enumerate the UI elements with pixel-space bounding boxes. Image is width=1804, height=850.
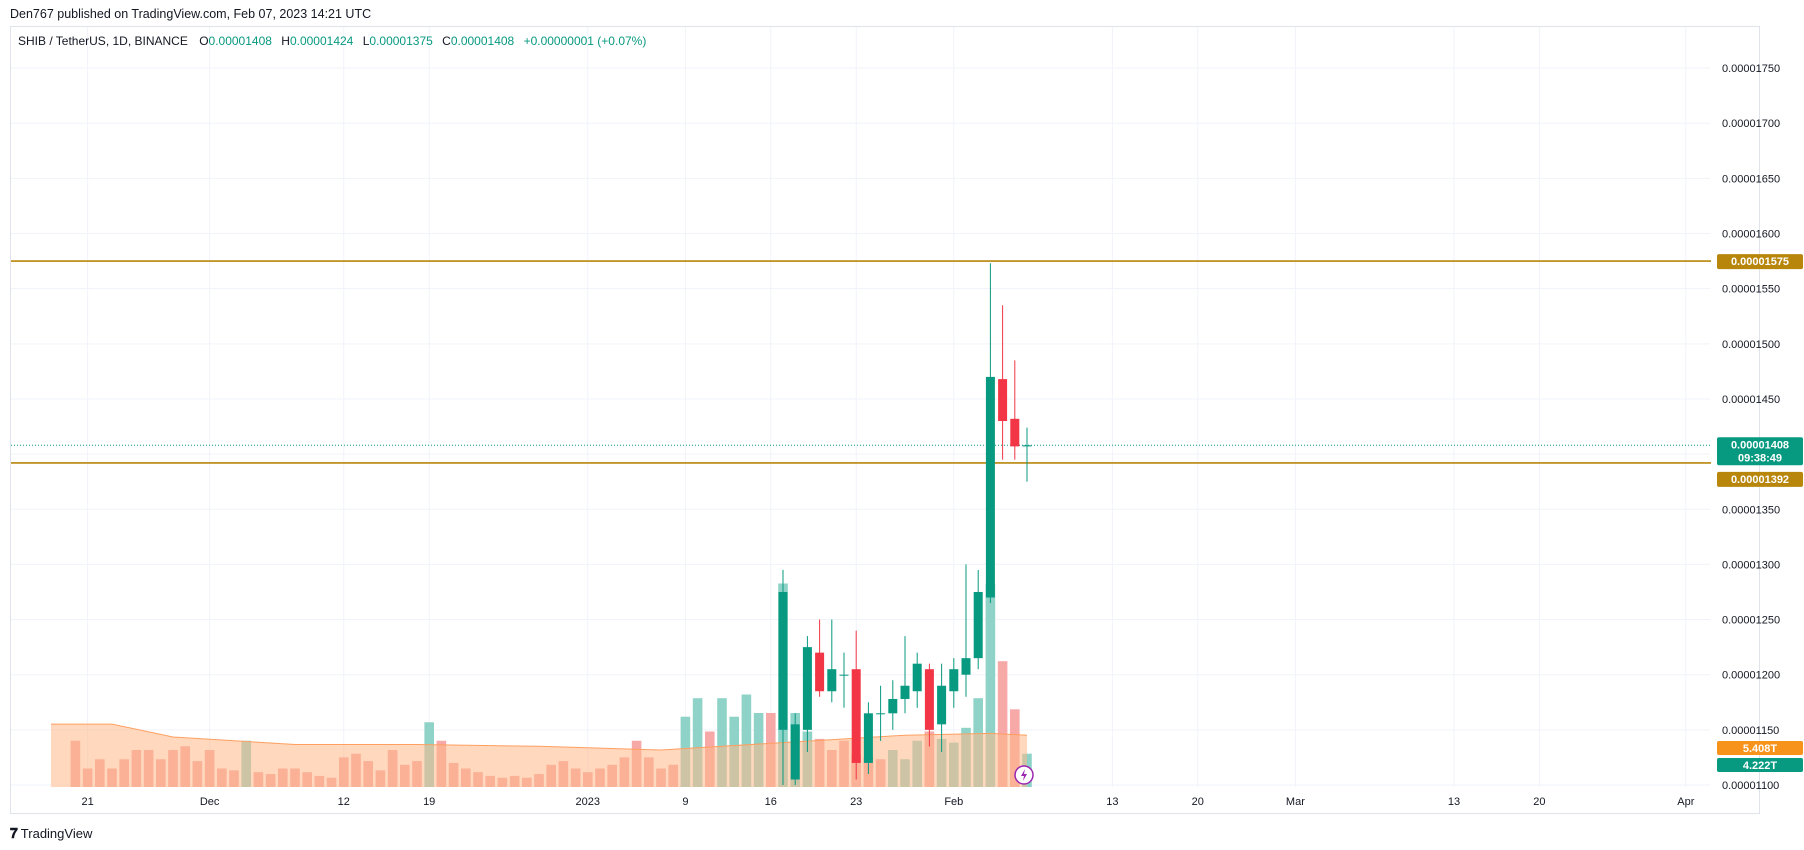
y-tick-label: 0.00001350 — [1722, 504, 1780, 516]
volume-bar — [997, 661, 1008, 787]
candle-body[interactable] — [876, 713, 886, 715]
y-tick-label: 0.00001450 — [1722, 394, 1780, 406]
candle-body[interactable] — [924, 669, 934, 730]
x-tick-label: 20 — [1533, 796, 1545, 808]
last-price-badge[interactable] — [1717, 437, 1803, 466]
publish-info: Den767 published on TradingView.com, Feb… — [10, 7, 372, 21]
y-tick-label: 0.00001100 — [1722, 780, 1779, 792]
tradingview-brand: TradingView — [20, 826, 93, 841]
candle-body[interactable] — [778, 591, 788, 730]
chart-frame[interactable] — [10, 26, 1760, 814]
candle-body[interactable] — [827, 669, 837, 692]
x-tick-label: Apr — [1677, 796, 1694, 808]
candle-body[interactable] — [985, 376, 995, 598]
x-tick-label: Feb — [944, 796, 963, 808]
candle-body[interactable] — [998, 379, 1008, 422]
x-tick-label: 20 — [1192, 796, 1204, 808]
close-value: 0.00001408 — [450, 34, 515, 48]
open-label: O — [199, 34, 209, 48]
high-label: H — [281, 34, 290, 48]
candle-body[interactable] — [1022, 445, 1032, 447]
open-value: 0.00001408 — [208, 34, 272, 48]
candle-body[interactable] — [888, 698, 898, 714]
candle-body[interactable] — [839, 674, 849, 676]
volume-bar — [985, 583, 996, 787]
candle-body[interactable] — [790, 724, 800, 780]
candle-body[interactable] — [802, 647, 812, 730]
low-value: 0.00001375 — [369, 34, 433, 48]
volume-bar — [717, 698, 727, 787]
y-tick-label: 0.00001200 — [1722, 670, 1780, 682]
y-tick-label: 0.00001250 — [1722, 615, 1780, 627]
y-tick-label: 0.00001150 — [1722, 725, 1779, 737]
candle-body[interactable] — [900, 685, 910, 699]
x-tick-label: 16 — [765, 796, 777, 808]
tradingview-logo-icon: 𝟕 — [10, 825, 18, 841]
y-tick-label: 0.00001700 — [1722, 118, 1780, 130]
y-tick-label: 0.00001500 — [1722, 339, 1780, 351]
ohlc-legend: SHIB / TetherUS, 1D, BINANCE O0.00001408… — [18, 34, 646, 48]
x-tick-label: 21 — [81, 796, 93, 808]
last-price-badge-text: 0.00001408 — [1731, 439, 1789, 451]
x-tick-label: 23 — [850, 796, 862, 808]
x-tick-label: 2023 — [576, 796, 600, 808]
change-value: +0.00000001 (+0.07%) — [523, 34, 647, 48]
volume-bar — [692, 698, 703, 787]
volume-badge[interactable] — [1717, 758, 1803, 772]
level-badge-upper-text: 0.00001575 — [1731, 256, 1789, 268]
low-label: L — [362, 34, 370, 48]
high-value: 0.00001424 — [289, 34, 354, 48]
x-tick-label: 19 — [423, 796, 435, 808]
level-badge-upper[interactable] — [1717, 254, 1803, 270]
x-tick-label: Dec — [200, 796, 220, 808]
candle-body[interactable] — [961, 658, 971, 675]
y-tick-label: 0.00001300 — [1722, 559, 1780, 571]
candle-body[interactable] — [949, 669, 959, 692]
candle-body[interactable] — [937, 685, 947, 725]
x-tick-label: Mar — [1286, 796, 1305, 808]
x-tick-label: 13 — [1106, 796, 1118, 808]
candle-body[interactable] — [851, 669, 861, 763]
candle-body[interactable] — [912, 663, 922, 692]
x-tick-label: 9 — [682, 796, 688, 808]
candle-body[interactable] — [863, 713, 873, 763]
x-tick-label: 12 — [338, 796, 350, 808]
candle-body[interactable] — [815, 652, 825, 692]
tradingview-footer[interactable]: 𝟕 TradingView — [10, 825, 92, 842]
symbol-label[interactable]: SHIB / TetherUS, 1D, BINANCE — [18, 34, 188, 48]
candle-body[interactable] — [1010, 418, 1020, 447]
volume-badge-text: 4.222T — [1743, 760, 1778, 772]
y-tick-label: 0.00001600 — [1722, 229, 1780, 241]
y-tick-label: 0.00001550 — [1722, 284, 1780, 296]
volume-bar — [741, 694, 752, 787]
close-label: C — [442, 34, 451, 48]
last-price-badge-text: 09:38:49 — [1738, 452, 1782, 464]
volume-ma-line — [51, 723, 1028, 751]
y-tick-label: 0.00001750 — [1722, 63, 1780, 75]
level-badge-lower[interactable] — [1717, 471, 1803, 487]
volume-ma-badge-text: 5.408T — [1743, 743, 1778, 755]
x-tick-label: 13 — [1448, 796, 1460, 808]
volume-ma-badge[interactable] — [1717, 741, 1803, 755]
level-badge-lower-text: 0.00001392 — [1731, 474, 1789, 486]
candle-body[interactable] — [973, 591, 983, 659]
lightning-glyph — [1021, 769, 1027, 781]
y-tick-label: 0.00001650 — [1722, 173, 1780, 185]
